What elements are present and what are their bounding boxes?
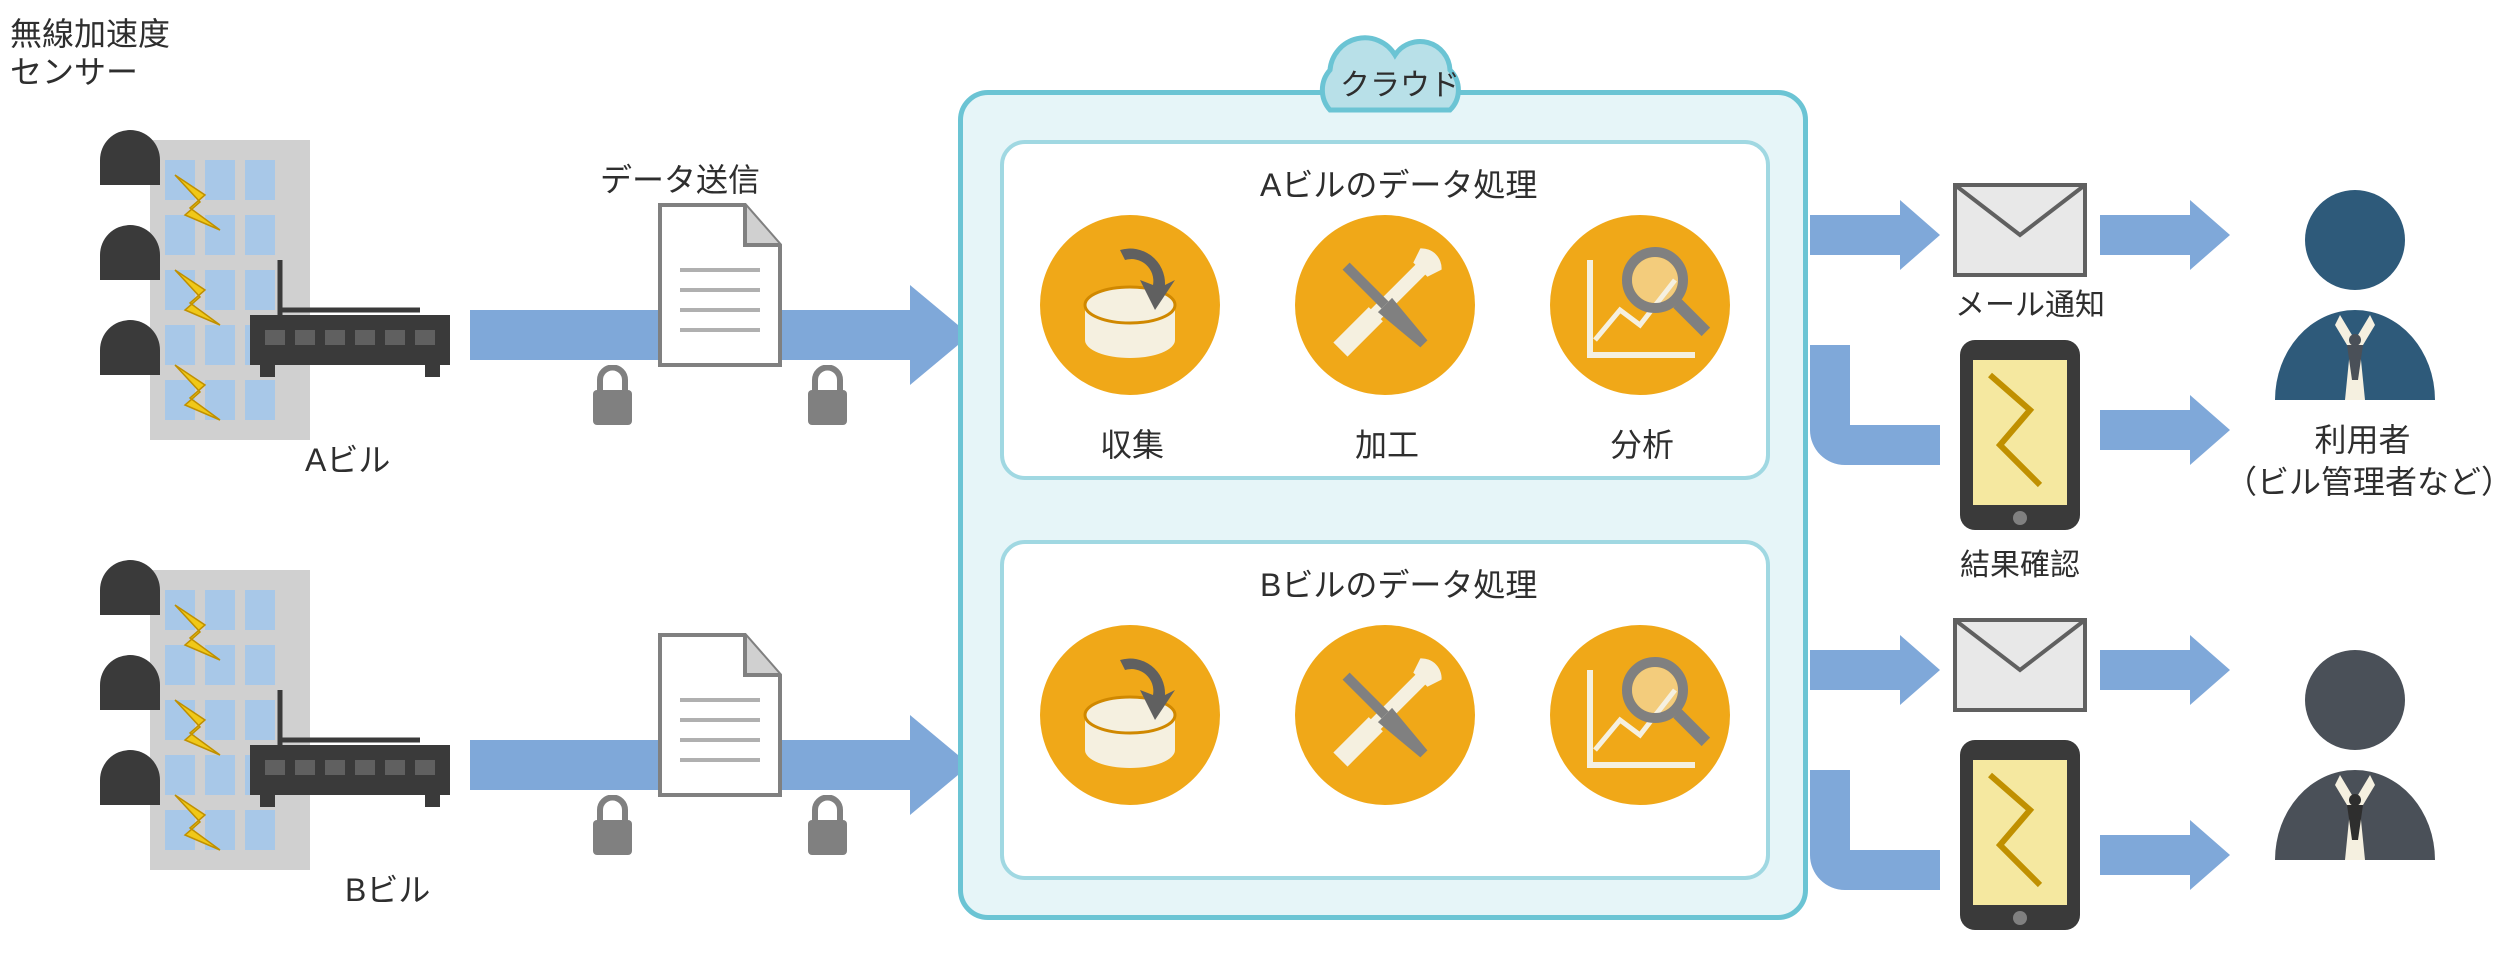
analyze-a-label: 分析 [1610, 420, 1674, 466]
router-b-icon [250, 690, 470, 810]
arrow-out-b1 [1810, 635, 1940, 705]
analyze-a-icon [1545, 210, 1735, 400]
process-b-title: Bビルのデータ処理 [1260, 560, 1537, 606]
phone-b-icon [1955, 735, 2085, 935]
data-send-label: データ送信 [600, 155, 760, 201]
process-a-label: 加工 [1355, 420, 1419, 466]
collect-a-icon [1035, 210, 1225, 400]
mail-notify-label: メール通知 [1955, 280, 2105, 324]
lock-a1-icon [585, 365, 640, 430]
analyze-b-icon [1545, 620, 1735, 810]
phone-a-icon [1955, 335, 2085, 535]
building-b-label: Bビル [345, 865, 430, 911]
person-b-icon [2255, 640, 2455, 870]
arrow-to-user-a1 [2100, 200, 2230, 270]
user-title-label: 利用者 （ビル管理者など） [2225, 420, 2500, 503]
document-b-icon [655, 630, 785, 800]
arrow-out-a1 [1810, 200, 1940, 270]
person-a-icon [2255, 180, 2455, 410]
router-a-icon [250, 260, 470, 380]
envelope-a-icon [1950, 180, 2090, 280]
cloud-label: クラウド [1340, 60, 1460, 104]
result-check-label: 結果確認 [1960, 540, 2080, 584]
process-b-icon [1290, 620, 1480, 810]
envelope-b-icon [1950, 615, 2090, 715]
arrow-out-b-u [1810, 770, 1940, 890]
arrow-out-a-u [1810, 345, 1940, 465]
document-a-icon [655, 200, 785, 370]
process-a-icon [1290, 210, 1480, 400]
collect-b-icon [1035, 620, 1225, 810]
process-a-title: Aビルのデータ処理 [1260, 160, 1537, 206]
building-a-label: Aビル [305, 435, 390, 481]
arrow-to-user-a2 [2100, 395, 2230, 465]
arrow-to-user-b1 [2100, 635, 2230, 705]
lock-b2-icon [800, 795, 855, 860]
collect-a-label: 収集 [1100, 420, 1164, 466]
lock-b1-icon [585, 795, 640, 860]
lock-a2-icon [800, 365, 855, 430]
arrow-to-user-b2 [2100, 820, 2230, 890]
sensor-title-label: 無線加速度 センサー [10, 15, 170, 92]
